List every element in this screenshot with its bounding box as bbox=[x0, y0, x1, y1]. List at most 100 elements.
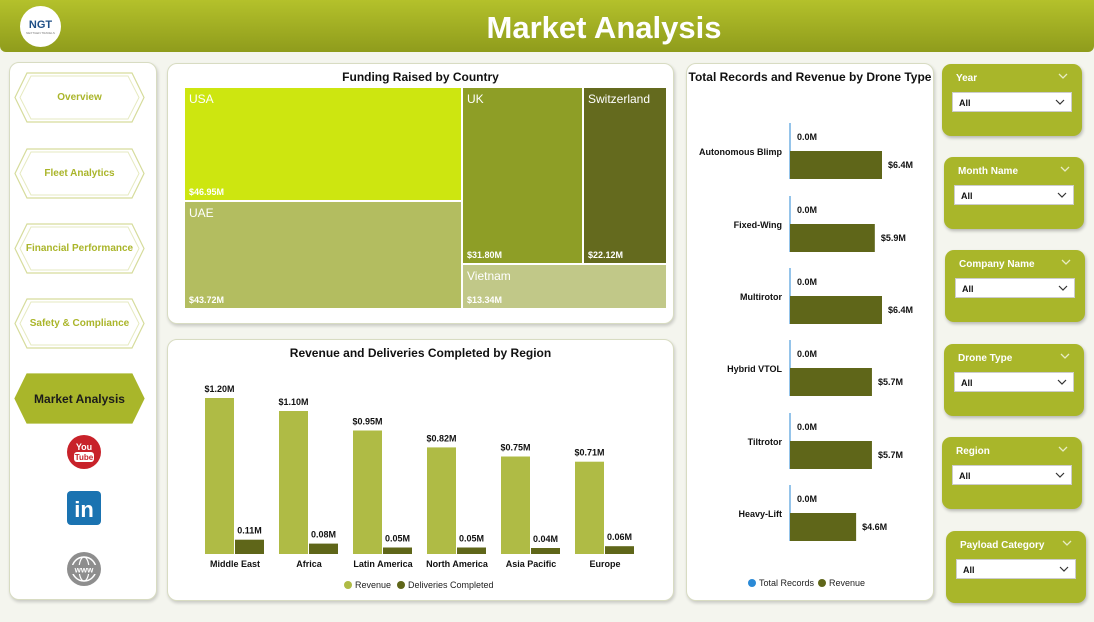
filter-value: All bbox=[959, 98, 971, 108]
youtube-icon[interactable]: You Tube bbox=[66, 434, 102, 470]
header-bar: NGT NEXTGEN TRAVELS Market Analysis bbox=[0, 0, 1094, 52]
records-label: 0.0M bbox=[797, 494, 817, 504]
filter-value: All bbox=[961, 378, 973, 388]
treemap-panel: Funding Raised by Country USA $46.95M UAE $… bbox=[167, 63, 674, 324]
drone-type-label: Multirotor bbox=[740, 292, 782, 302]
filter-dropdown[interactable]: All bbox=[954, 372, 1074, 392]
chevron-down-icon[interactable] bbox=[1058, 71, 1068, 81]
dropdown-arrow-icon bbox=[1057, 379, 1067, 385]
nav-overview[interactable]: Overview bbox=[14, 72, 145, 123]
region-tick-label: Europe bbox=[589, 559, 620, 569]
deliveries-bar[interactable] bbox=[235, 539, 264, 554]
records-label: 0.0M bbox=[797, 205, 817, 215]
revenue-label: $0.71M bbox=[574, 448, 604, 458]
dropdown-arrow-icon bbox=[1057, 192, 1067, 198]
nav-safety-compliance[interactable]: Safety & Compliance bbox=[14, 298, 145, 349]
chevron-down-icon[interactable] bbox=[1062, 538, 1072, 548]
deliveries-bar[interactable] bbox=[383, 547, 412, 555]
filter-value: All bbox=[962, 284, 974, 294]
region-chart: $1.20M 0.11M Middle East $1.10M 0.08M Africa $… bbox=[204, 384, 634, 569]
deliveries-bar[interactable] bbox=[309, 543, 338, 554]
globe-icon[interactable]: www bbox=[66, 551, 102, 587]
treemap-country: UK bbox=[467, 92, 484, 106]
drone-revenue-bar[interactable] bbox=[790, 513, 857, 541]
nav-financial-performance[interactable]: Financial Performance bbox=[14, 223, 145, 274]
filter-label: Month Name bbox=[958, 166, 1018, 177]
filter-dropdown[interactable]: All bbox=[952, 92, 1072, 112]
drone-chart-title: Total Records and Revenue by Drone Type bbox=[688, 70, 932, 84]
drone-revenue-bar[interactable] bbox=[790, 151, 882, 179]
revenue-bar[interactable] bbox=[279, 411, 308, 554]
filter-month-name: Month Name All bbox=[944, 157, 1084, 229]
filter-dropdown[interactable]: All bbox=[955, 278, 1075, 298]
region-tick-label: North America bbox=[426, 559, 489, 569]
drone-type-label: Autonomous Blimp bbox=[699, 147, 782, 157]
deliveries-label: 0.06M bbox=[607, 532, 632, 542]
drone-revenue-bar[interactable] bbox=[790, 368, 872, 396]
drone-revenue-bar[interactable] bbox=[790, 441, 872, 469]
records-label: 0.0M bbox=[797, 422, 817, 432]
treemap-country: UAE bbox=[189, 206, 214, 220]
drone-type-label: Hybrid VTOL bbox=[727, 364, 782, 374]
nav-market-analysis[interactable]: Market Analysis bbox=[14, 373, 145, 424]
chevron-down-icon[interactable] bbox=[1060, 164, 1070, 174]
filter-region: Region All bbox=[942, 437, 1082, 509]
deliveries-label: 0.08M bbox=[311, 530, 336, 540]
revenue-bar[interactable] bbox=[575, 461, 604, 554]
filter-payload-category: Payload Category All bbox=[946, 531, 1086, 603]
revenue-label: $1.10M bbox=[278, 397, 308, 407]
filter-company-name: Company Name All bbox=[945, 250, 1085, 322]
treemap-value: $46.95M bbox=[189, 187, 225, 197]
treemap-cell-switzerland[interactable]: Switzerland $22.12M bbox=[584, 88, 666, 263]
legend-total-records: Total Records bbox=[759, 578, 815, 588]
drone-revenue-bar[interactable] bbox=[790, 224, 875, 252]
deliveries-bar[interactable] bbox=[457, 547, 486, 555]
logo-text: NGT bbox=[28, 18, 53, 31]
deliveries-bar[interactable] bbox=[605, 546, 634, 554]
region-chart-title: Revenue and Deliveries Completed by Regi… bbox=[289, 346, 552, 360]
revenue-bar[interactable] bbox=[353, 430, 382, 555]
logo-subtext: NEXTGEN TRAVELS bbox=[26, 30, 55, 35]
drone-revenue-label: $4.6M bbox=[862, 522, 887, 532]
chevron-down-icon[interactable] bbox=[1061, 257, 1071, 267]
treemap-cell-uae[interactable]: UAE $43.72M bbox=[185, 202, 461, 308]
revenue-bar[interactable] bbox=[205, 398, 234, 554]
filter-value: All bbox=[961, 191, 973, 201]
region-tick-label: Asia Pacific bbox=[506, 559, 557, 569]
dropdown-arrow-icon bbox=[1055, 99, 1065, 105]
chevron-down-icon[interactable] bbox=[1060, 351, 1070, 361]
revenue-label: $0.82M bbox=[426, 433, 456, 443]
treemap-cell-usa[interactable]: USA $46.95M bbox=[185, 88, 461, 200]
page-title: Market Analysis bbox=[486, 10, 722, 45]
treemap-cell-vietnam[interactable]: Vietnam $13.34M bbox=[463, 265, 666, 308]
records-label: 0.0M bbox=[797, 132, 817, 142]
deliveries-label: 0.04M bbox=[533, 534, 558, 544]
filter-dropdown[interactable]: All bbox=[956, 559, 1076, 579]
revenue-bar[interactable] bbox=[427, 447, 456, 554]
treemap-cell-uk[interactable]: UK $31.80M bbox=[463, 88, 582, 263]
nav-label: Safety & Compliance bbox=[29, 318, 130, 329]
region-legend: Revenue Deliveries Completed bbox=[338, 580, 494, 590]
linkedin-icon[interactable]: in bbox=[66, 490, 102, 526]
revenue-label: $0.75M bbox=[500, 443, 530, 453]
chevron-down-icon[interactable] bbox=[1058, 444, 1068, 454]
revenue-bar[interactable] bbox=[501, 456, 530, 555]
svg-text:You: You bbox=[76, 442, 92, 452]
filter-dropdown[interactable]: All bbox=[954, 185, 1074, 205]
deliveries-bar[interactable] bbox=[531, 548, 560, 554]
treemap-value: $13.34M bbox=[467, 295, 503, 305]
drone-revenue-bar[interactable] bbox=[790, 296, 882, 324]
company-logo: NGT NEXTGEN TRAVELS bbox=[20, 6, 61, 47]
drone-type-label: Fixed-Wing bbox=[734, 220, 782, 230]
filter-dropdown[interactable]: All bbox=[952, 465, 1072, 485]
dropdown-arrow-icon bbox=[1055, 472, 1065, 478]
nav-fleet-analytics[interactable]: Fleet Analytics bbox=[14, 148, 145, 199]
filter-label: Company Name bbox=[959, 259, 1035, 270]
treemap-country: USA bbox=[189, 92, 214, 106]
treemap-title: Funding Raised by Country bbox=[342, 70, 499, 84]
drone-type-label: Tiltrotor bbox=[748, 437, 783, 447]
filter-label: Year bbox=[956, 73, 978, 84]
deliveries-label: 0.05M bbox=[459, 534, 484, 544]
drone-revenue-label: $6.4M bbox=[888, 160, 913, 170]
region-chart-panel: Revenue and Deliveries Completed by Regi… bbox=[167, 339, 674, 601]
